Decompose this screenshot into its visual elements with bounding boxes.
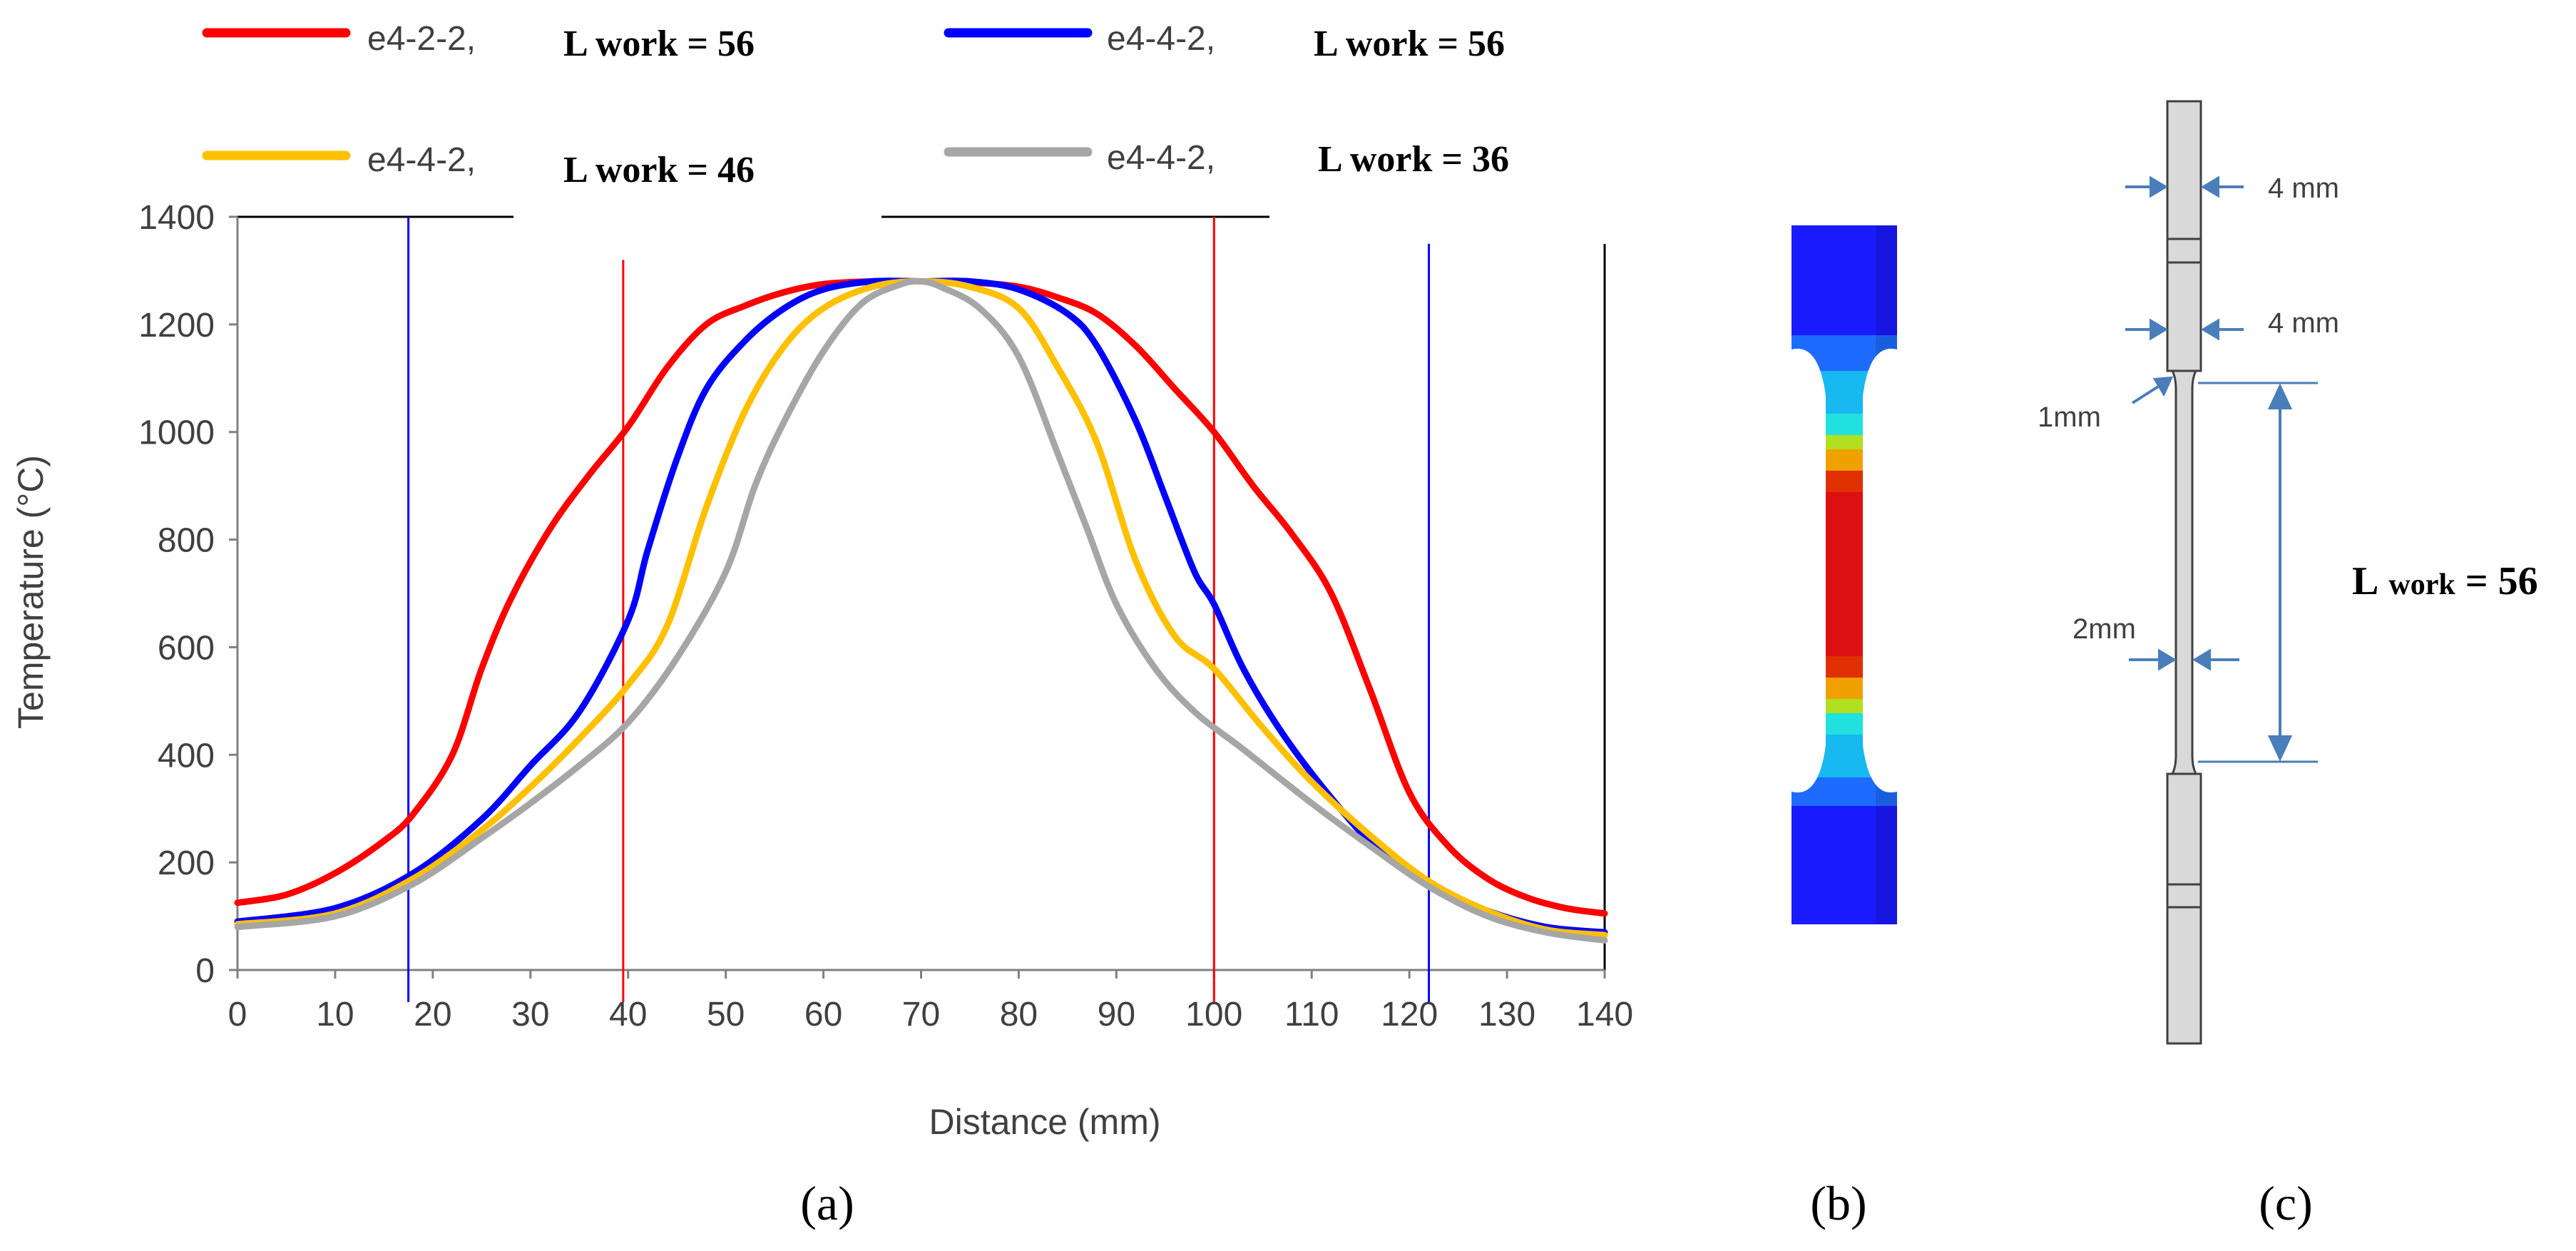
- contour-band-6: [1792, 471, 1897, 492]
- y-tick-label-1400: 1400: [138, 199, 215, 237]
- contour-band-3: [1792, 414, 1897, 435]
- x-tick-label-110: 110: [1284, 996, 1339, 1033]
- panel-label-c: (c): [2259, 1176, 2312, 1230]
- legend-label-e4-4-2-gray: e4-4-2,: [1107, 139, 1215, 177]
- x-axis-label: Distance (mm): [929, 1102, 1160, 1142]
- x-tick-label-130: 130: [1478, 996, 1535, 1033]
- dim-gauge-label: 2mm: [2072, 613, 2136, 645]
- fem-temperature-contour: (b): [1792, 225, 1897, 1230]
- legend-lwork-46: L work = 46: [563, 150, 755, 190]
- y-tick-label-800: 800: [158, 522, 215, 560]
- contour-band-hot: [1792, 492, 1897, 656]
- x-tick-label-0: 0: [228, 996, 247, 1033]
- axis-ticks: [229, 215, 1606, 979]
- y-tick-label-400: 400: [158, 737, 215, 775]
- dim-fillet-label: 1mm: [2038, 402, 2101, 433]
- tick-labels: 0 10 20 30 40 50 60 70 80 90 100 110 120 130 140020040…: [138, 199, 1633, 1033]
- contour-band-4: [1792, 435, 1897, 449]
- x-tick-label-120: 120: [1381, 996, 1438, 1033]
- x-tick-label-70: 70: [902, 996, 940, 1033]
- dim-shoulder-label: 4 mm: [2268, 307, 2339, 339]
- legend-label-e4-2-2: e4-2-2,: [367, 20, 476, 58]
- contour-band-8: [1792, 678, 1897, 699]
- series-e4-4-2-lwork-36: [234, 277, 1608, 944]
- specimen-outline: [2166, 100, 2202, 1045]
- dim-top-grip-label: 4 mm: [2268, 173, 2339, 204]
- y-tick-label-1200: 1200: [138, 307, 215, 344]
- panel-label-b: (b): [1810, 1176, 1866, 1230]
- legend: e4-2-2, L work = 56 e4-4-2, L work = 56 …: [202, 20, 1509, 190]
- legend-label-e4-4-2-yellow: e4-4-2,: [367, 141, 476, 179]
- x-tick-label-100: 100: [1185, 996, 1242, 1033]
- contour-band-7: [1792, 656, 1897, 678]
- fem-specimen-body: [1792, 225, 1897, 924]
- contour-band-2: [1792, 371, 1897, 414]
- contour-band-grip-bottom: [1792, 806, 1897, 924]
- contour-band-11: [1792, 735, 1897, 777]
- bottom-grip: [2166, 772, 2202, 1045]
- data-series: [234, 277, 1608, 944]
- y-tick-label-200: 200: [158, 844, 215, 882]
- contour-band-grip-top: [1792, 225, 1897, 335]
- x-tick-label-20: 20: [414, 996, 451, 1033]
- series-e4-4-2-lwork-56: [234, 277, 1608, 936]
- panel-label-a: (a): [800, 1176, 854, 1230]
- legend-lwork-56-red: L work = 56: [563, 24, 755, 64]
- x-tick-label-10: 10: [316, 996, 354, 1033]
- gauge-section: [2170, 369, 2198, 775]
- reference-lines: [407, 217, 1431, 1002]
- y-tick-label-1000: 1000: [138, 414, 215, 452]
- contour-band-5: [1792, 449, 1897, 471]
- legend-lwork-36: L work = 36: [1318, 139, 1509, 180]
- x-tick-label-50: 50: [707, 996, 745, 1033]
- grip-marks: [2167, 238, 2201, 909]
- top-grip: [2166, 100, 2202, 372]
- legend-lwork-56-blue: L work = 56: [1314, 24, 1505, 64]
- y-axis-label: Temperature (°C): [11, 455, 51, 729]
- legend-label-e4-4-2-blue: e4-4-2,: [1107, 20, 1215, 58]
- x-tick-label-60: 60: [804, 996, 842, 1033]
- x-tick-label-40: 40: [609, 996, 647, 1033]
- temperature-chart: e4-2-2, L work = 56 e4-4-2, L work = 56 …: [11, 20, 1633, 1230]
- series-e4-4-2-lwork-46: [234, 278, 1608, 939]
- y-tick-label-0: 0: [195, 952, 215, 990]
- contour-band-10: [1792, 713, 1897, 735]
- x-tick-label-80: 80: [1000, 996, 1038, 1033]
- series-e4-2-2-lwork-56: [234, 277, 1608, 917]
- x-tick-label-30: 30: [511, 996, 549, 1033]
- dimension-arrows: [2125, 175, 2318, 763]
- side-shading: [1876, 225, 1897, 924]
- contour-band-9: [1792, 699, 1897, 713]
- x-tick-label-140: 140: [1576, 996, 1633, 1033]
- y-tick-label-600: 600: [158, 629, 215, 667]
- x-tick-label-90: 90: [1098, 996, 1135, 1033]
